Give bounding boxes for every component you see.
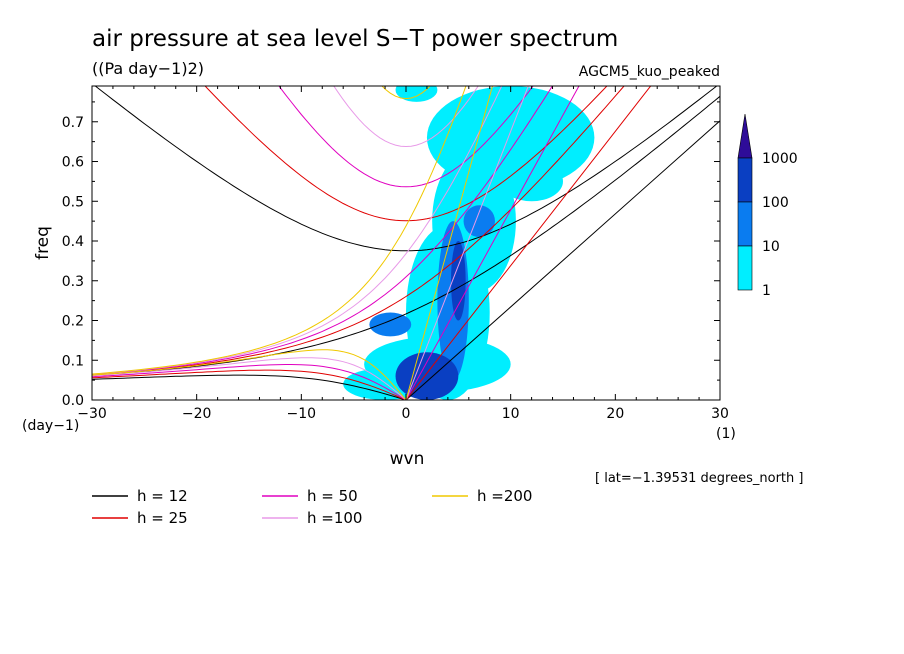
legend-label: h = 25 bbox=[137, 509, 188, 527]
kelvin-wave-curve bbox=[405, 86, 580, 400]
y-axis-ticks: 0.0 0.1 0.2 0.3 0.4 0.5 0.6 0.7 bbox=[62, 101, 720, 409]
y-tick-label: 0.3 bbox=[62, 274, 84, 290]
chart-units: ((Pa day−1)2) bbox=[92, 59, 204, 78]
x-tick-label: 30 bbox=[711, 406, 729, 422]
colorbar-segment bbox=[737, 245, 753, 291]
x-tick-label: 0 bbox=[402, 406, 411, 422]
y-tick-label: 0.5 bbox=[62, 194, 84, 210]
colorbar-level-label: 10 bbox=[762, 239, 780, 255]
x-tick-label: 20 bbox=[606, 406, 624, 422]
spectral-power-field bbox=[343, 86, 595, 400]
colorbar-segment bbox=[737, 157, 753, 203]
kelvin-wave-curve bbox=[405, 86, 529, 400]
legend-label: h = 50 bbox=[307, 487, 358, 505]
rossby-wave-curve bbox=[92, 349, 407, 400]
x-axis-unit: (1) bbox=[716, 426, 736, 442]
colorbar-level-label: 1 bbox=[762, 283, 771, 299]
rossby-wave-curve bbox=[92, 374, 407, 400]
mixed-rossby-gravity-curve bbox=[92, 95, 720, 377]
chart-title: air pressure at sea level S−T power spec… bbox=[92, 26, 618, 52]
inertia-gravity-curve bbox=[333, 86, 479, 148]
kelvin-wave-curve bbox=[405, 120, 720, 400]
y-tick-label: 0.4 bbox=[62, 234, 84, 250]
spectral-blob bbox=[369, 312, 412, 337]
inertia-gravity-curve bbox=[204, 86, 608, 222]
x-tick-label: −30 bbox=[77, 406, 107, 422]
x-tick-label: −20 bbox=[182, 406, 212, 422]
mixed-rossby-gravity-curve bbox=[92, 86, 553, 376]
spectral-blob bbox=[426, 86, 595, 190]
plot-area bbox=[92, 86, 720, 400]
rossby-wave-curve bbox=[92, 364, 407, 400]
inertia-gravity-curve bbox=[278, 86, 534, 188]
legend-label: h = 12 bbox=[137, 487, 188, 505]
legend-label: h =200 bbox=[477, 487, 532, 505]
kelvin-wave-curve bbox=[405, 86, 652, 400]
y-axis-unit: (day−1) bbox=[22, 418, 79, 434]
y-tick-label: 0.6 bbox=[62, 155, 84, 171]
y-tick-label: 0.0 bbox=[62, 393, 84, 409]
model-name: AGCM5_kuo_peaked bbox=[579, 64, 720, 80]
inertia-gravity-curve bbox=[94, 86, 718, 252]
colorbar: 1 10 100 1000 bbox=[737, 113, 798, 299]
x-axis-label: wvn bbox=[390, 449, 425, 469]
colorbar-level-label: 1000 bbox=[762, 151, 798, 167]
spectral-blob bbox=[500, 161, 563, 202]
curve-legend: h = 12 h = 25 h = 50 h =100 h =200 bbox=[92, 487, 532, 527]
y-tick-label: 0.7 bbox=[62, 115, 84, 131]
latitude-annotation: [ lat=−1.39531 degrees_north ] bbox=[595, 471, 803, 486]
y-tick-label: 0.2 bbox=[62, 314, 84, 330]
x-tick-label: −10 bbox=[287, 406, 317, 422]
dispersion-curves bbox=[92, 86, 720, 400]
rossby-wave-curve bbox=[92, 369, 407, 400]
spectral-blob bbox=[395, 352, 459, 400]
mixed-rossby-gravity-curve bbox=[92, 86, 625, 376]
y-axis-label: freq bbox=[33, 226, 53, 260]
inertia-gravity-curve bbox=[381, 86, 431, 100]
mixed-rossby-gravity-curve bbox=[92, 86, 467, 375]
mixed-rossby-gravity-curve bbox=[92, 86, 503, 375]
y-tick-label: 0.1 bbox=[62, 353, 84, 369]
x-tick-label: 10 bbox=[502, 406, 520, 422]
rossby-wave-curve bbox=[92, 357, 407, 400]
legend-label: h =100 bbox=[307, 509, 362, 527]
colorbar-extend-arrow bbox=[737, 113, 753, 159]
x-axis-ticks: −30 −20 −10 0 10 20 30 bbox=[77, 86, 729, 422]
kelvin-wave-curve bbox=[405, 86, 494, 400]
colorbar-segment bbox=[737, 201, 753, 247]
spectral-blob bbox=[463, 205, 495, 238]
colorbar-level-label: 100 bbox=[762, 195, 789, 211]
